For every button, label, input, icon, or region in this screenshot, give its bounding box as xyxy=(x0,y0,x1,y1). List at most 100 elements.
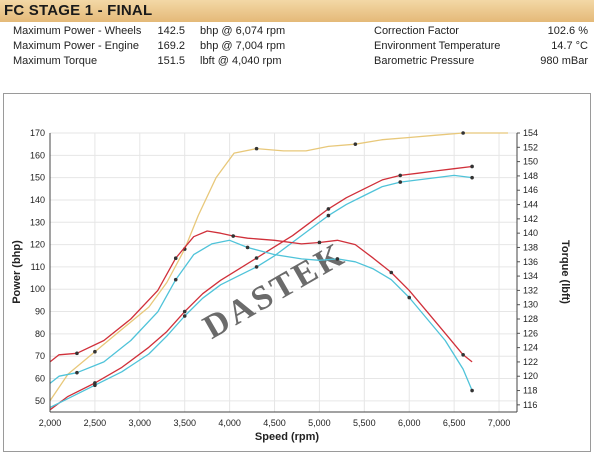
spec-row-power-engine: Maximum Power - Engine 169.2 bhp @ 7,004… xyxy=(0,39,300,54)
y2-tick-label: 128 xyxy=(523,314,538,324)
spec-value: 980 mBar xyxy=(540,55,588,67)
data-point xyxy=(398,180,403,184)
y-tick-label: 170 xyxy=(30,128,45,138)
spec-value: 169.2 xyxy=(157,40,185,52)
data-point xyxy=(254,265,259,269)
spec-value: 14.7 °C xyxy=(551,40,588,52)
data-point xyxy=(461,131,465,135)
y2-tick-label: 146 xyxy=(523,185,538,195)
spec-row-pressure: Barometric Pressure 980 mBar xyxy=(0,54,594,69)
y-tick-label: 90 xyxy=(35,307,45,317)
series-line-2 xyxy=(49,174,473,409)
y2-tick-label: 132 xyxy=(523,285,538,295)
data-point xyxy=(317,240,322,245)
grid xyxy=(49,132,517,412)
title-bar xyxy=(0,0,594,22)
y2-tick-label: 116 xyxy=(523,400,537,410)
y-axis-label: Power (bhp) xyxy=(11,240,23,304)
y2-tick-label: 130 xyxy=(523,300,538,310)
data-point xyxy=(254,146,259,151)
data-point xyxy=(93,383,97,388)
spec-label: Maximum Power - Wheels xyxy=(13,25,142,37)
y2-tick-label: 150 xyxy=(523,157,538,167)
spec-value: 142.5 xyxy=(157,25,185,37)
data-point xyxy=(461,352,465,357)
y2-tick-label: 142 xyxy=(523,214,538,224)
x-tick-label: 6,000 xyxy=(398,418,421,428)
y-tick-label: 110 xyxy=(31,262,45,272)
data-point xyxy=(93,349,97,354)
data-point xyxy=(254,256,259,260)
y-tick-label: 50 xyxy=(35,396,45,406)
data-point xyxy=(326,207,331,211)
spec-label: Maximum Torque xyxy=(13,55,98,67)
spec-label: Correction Factor xyxy=(374,25,459,37)
specs-panel: Maximum Power - Wheels 142.5 bhp @ 6,074… xyxy=(0,24,594,74)
x-tick-label: 3,500 xyxy=(173,418,196,428)
spec-value: 102.6 % xyxy=(547,25,588,37)
x-tick-label: 6,500 xyxy=(443,418,466,428)
spec-unit: bhp @ 7,004 rpm xyxy=(200,40,286,52)
data-point xyxy=(231,234,236,238)
page-title: FC STAGE 1 - FINAL xyxy=(4,2,153,19)
data-point xyxy=(173,256,178,260)
data-point xyxy=(335,257,340,261)
spec-row-torque: Maximum Torque 151.5 lbft @ 4,040 rpm xyxy=(0,54,300,69)
y-tick-label: 140 xyxy=(30,195,45,205)
spec-unit: bhp @ 6,074 rpm xyxy=(200,25,286,37)
series-line-4 xyxy=(49,239,473,391)
y-tick-label: 70 xyxy=(35,351,45,361)
axes: 2,000 2,500 3,000 3,500 4,000 4,500 5,000 5,500… xyxy=(30,128,538,428)
y2-tick-label: 140 xyxy=(523,228,538,238)
spec-row-temperature: Environment Temperature 14.7 °C xyxy=(0,39,594,54)
series-line-1 xyxy=(49,165,473,411)
y2-tick-label: 126 xyxy=(523,328,538,338)
y-tick-label: 80 xyxy=(35,329,45,339)
spec-label: Barometric Pressure xyxy=(374,55,475,67)
x-tick-label: 4,000 xyxy=(218,418,241,428)
y2-tick-label: 134 xyxy=(523,271,538,281)
data-point xyxy=(245,245,250,250)
y2-tick-label: 124 xyxy=(523,343,538,353)
x-tick-label: 5,000 xyxy=(308,418,331,428)
data-point xyxy=(407,295,412,300)
y2-tick-label: 138 xyxy=(523,242,538,252)
data-point xyxy=(353,142,358,146)
chart-panel xyxy=(3,93,591,452)
x-tick-label: 7,000 xyxy=(488,418,511,428)
data-point xyxy=(173,277,178,282)
spec-label: Environment Temperature xyxy=(374,40,501,52)
data-point xyxy=(182,309,187,314)
data-point xyxy=(470,388,474,393)
y-tick-label: 130 xyxy=(30,217,45,227)
y2-tick-label: 118 xyxy=(523,386,537,396)
spec-label: Maximum Power - Engine xyxy=(13,40,139,52)
data-point xyxy=(326,213,331,218)
y2-tick-label: 152 xyxy=(523,142,538,152)
data-point xyxy=(75,351,79,356)
data-point xyxy=(75,370,79,375)
y-tick-label: 150 xyxy=(30,173,45,183)
spec-row-correction: Correction Factor 102.6 % xyxy=(0,24,594,39)
data-point xyxy=(470,164,474,169)
x-tick-label: 4,500 xyxy=(263,418,286,428)
y-tick-label: 100 xyxy=(30,284,45,294)
series-line-3 xyxy=(49,230,473,363)
data-point xyxy=(389,270,394,275)
y2-tick-label: 122 xyxy=(523,357,538,367)
y2-tick-label: 148 xyxy=(523,171,538,181)
y2-axis-label: Torque (lbft) xyxy=(559,240,571,304)
y-tick-label: 60 xyxy=(35,374,45,384)
data-point xyxy=(182,314,187,318)
y2-tick-label: 144 xyxy=(523,200,538,210)
spec-value: 151.5 xyxy=(157,55,185,67)
y2-tick-label: 136 xyxy=(523,257,538,267)
x-tick-label: 2,500 xyxy=(84,418,107,428)
spec-unit: lbft @ 4,040 rpm xyxy=(200,55,282,67)
x-axis-label: Speed (rpm) xyxy=(255,431,320,443)
x-tick-label: 2,000 xyxy=(39,418,62,428)
x-tick-label: 5,500 xyxy=(353,418,376,428)
y-tick-label: 120 xyxy=(30,240,45,250)
data-point xyxy=(398,173,403,178)
